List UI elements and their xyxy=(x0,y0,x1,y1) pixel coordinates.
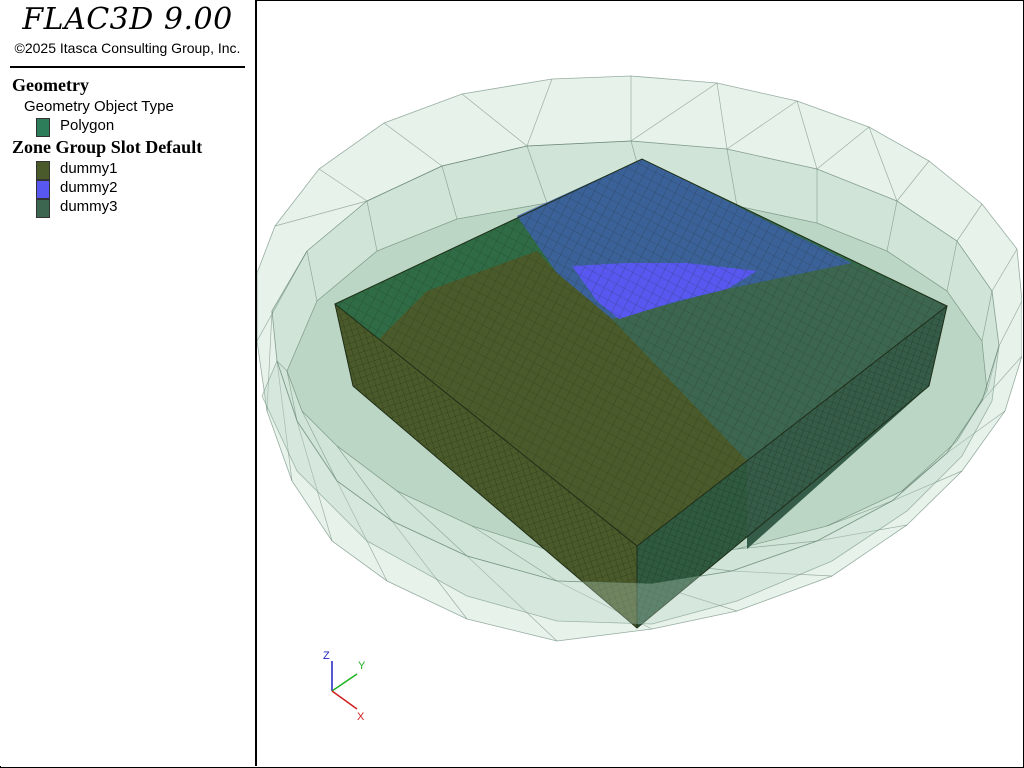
block-right-side-mesh xyxy=(637,306,947,628)
model-viewport[interactable]: Z Y X xyxy=(257,1,1022,766)
polygon-swatch xyxy=(36,118,50,137)
z-axis-label: Z xyxy=(323,650,330,662)
dummy2-swatch xyxy=(36,180,50,199)
block-top-mesh xyxy=(335,159,947,546)
legend-item-label: dummy1 xyxy=(60,160,118,177)
app-title: FLAC3D 9.00 xyxy=(22,2,233,37)
dummy1-swatch xyxy=(36,161,50,180)
block-edges xyxy=(334,158,948,629)
geometry-heading: Geometry xyxy=(12,75,89,95)
legend-item-label: dummy3 xyxy=(60,198,118,215)
block-left-side-mesh xyxy=(335,304,637,628)
copyright-text: ©2025 Itasca Consulting Group, Inc. xyxy=(14,40,241,56)
dummy3-swatch xyxy=(36,199,50,218)
x-axis-line xyxy=(331,690,358,710)
axes-triad: Z Y X xyxy=(323,650,366,723)
model-view-svg: Z Y X xyxy=(257,75,1022,723)
zone-group-heading: Zone Group Slot Default xyxy=(12,137,203,157)
legend-panel: FLAC3D 9.00 ©2025 Itasca Consulting Grou… xyxy=(0,0,257,766)
y-axis-line xyxy=(331,673,358,692)
zone-block xyxy=(334,158,948,629)
geometry-object-type-label: Geometry Object Type xyxy=(24,98,174,115)
legend-item-label: dummy2 xyxy=(60,179,118,196)
legend-item-label: Polygon xyxy=(60,117,115,134)
front-shell-overlay xyxy=(261,345,1000,625)
y-axis-label: Y xyxy=(358,660,366,672)
x-axis-label: X xyxy=(357,711,365,723)
title-divider xyxy=(10,66,245,68)
